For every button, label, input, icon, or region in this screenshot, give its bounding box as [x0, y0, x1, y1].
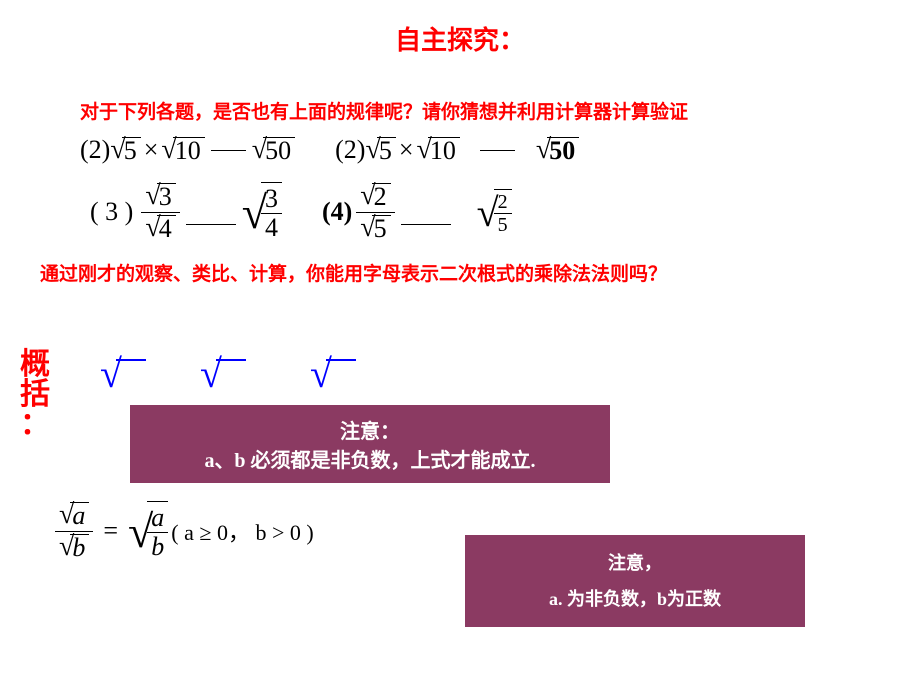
- note1-line1: 注意：: [145, 415, 595, 444]
- equation-row-2: ( 3 ) √3 √4 √ 3 4 (4) √2 √5 √ 2 5: [90, 181, 920, 244]
- eq3-label: ( 3 ): [90, 197, 133, 227]
- var-a: a: [70, 502, 89, 529]
- page-title: 自主探究：: [0, 0, 920, 57]
- num: 3: [261, 185, 282, 215]
- note-box-2: 注意， a. 为非负数，b为正数: [465, 535, 805, 627]
- num: 2: [494, 191, 512, 214]
- summary-text: 概括: [20, 348, 50, 411]
- fraction: √a √b: [55, 500, 93, 563]
- den: 4: [261, 214, 282, 243]
- blank: [401, 224, 451, 225]
- eq4-label: (4): [322, 197, 352, 227]
- blue-sqrt-icon: √: [100, 350, 146, 397]
- note1-line2: a、b 必须都是非负数，上式才能成立.: [145, 444, 595, 473]
- radicand: 4: [157, 215, 176, 242]
- eq2a-label: (2): [80, 135, 110, 165]
- note2-line1: 注意，: [480, 545, 790, 581]
- sqrt: √10: [161, 134, 204, 166]
- summary-label: 概括 ：: [20, 350, 50, 440]
- var-b: b: [147, 533, 168, 562]
- sqrt: √5: [365, 134, 395, 166]
- prompt-2: 通过刚才的观察、类比、计算，你能用字母表示二次根式的乘除法法则吗？: [40, 259, 920, 286]
- fraction: √3 √4: [141, 181, 179, 244]
- prompt-1: 对于下列各题，是否也有上面的规律呢？请你猜想并利用计算器计算验证: [80, 97, 920, 124]
- radicand: 50: [547, 137, 579, 164]
- times: ×: [399, 135, 414, 165]
- sqrt-frac: √ 2 5: [477, 189, 512, 236]
- var-b: b: [70, 534, 89, 561]
- blue-sqrt-icon: √: [200, 350, 246, 397]
- var-a: a: [147, 504, 168, 534]
- note-box-1: 注意： a、b 必须都是非负数，上式才能成立.: [130, 405, 610, 483]
- eq2b-label: (2): [335, 135, 365, 165]
- sqrt-frac: √ a b: [128, 501, 168, 562]
- radicand: 3: [157, 183, 176, 210]
- radicand: 5: [377, 137, 396, 164]
- summary-punct: ：: [20, 408, 50, 441]
- radicand: 10: [173, 137, 205, 164]
- blank: [480, 150, 515, 151]
- radicand: 2: [372, 183, 391, 210]
- blue-sqrt-icon: √: [310, 350, 356, 397]
- fraction: √2 √5: [356, 181, 394, 244]
- blank: [211, 150, 246, 151]
- blank: [186, 224, 236, 225]
- note2-line2: a. 为非负数，b为正数: [480, 581, 790, 617]
- radicand: 50: [263, 137, 295, 164]
- sqrt-frac: √ 3 4: [242, 182, 282, 243]
- condition: ( a ≥ 0， b > 0 ): [171, 515, 313, 547]
- radicand: 5: [372, 215, 391, 242]
- radicand: 10: [428, 137, 460, 164]
- radicand: 5: [122, 137, 141, 164]
- division-formula: √a √b = √ a b ( a ≥ 0， b > 0 ): [55, 500, 314, 563]
- sqrt: √50: [536, 134, 579, 166]
- equation-row-1: (2) √5 × √10 √50 (2) √5 × √10 √50: [80, 134, 920, 166]
- den: 5: [494, 214, 512, 236]
- sqrt: √5: [110, 134, 140, 166]
- sqrt: √10: [417, 134, 460, 166]
- times: ×: [144, 135, 159, 165]
- sqrt: √50: [252, 134, 295, 166]
